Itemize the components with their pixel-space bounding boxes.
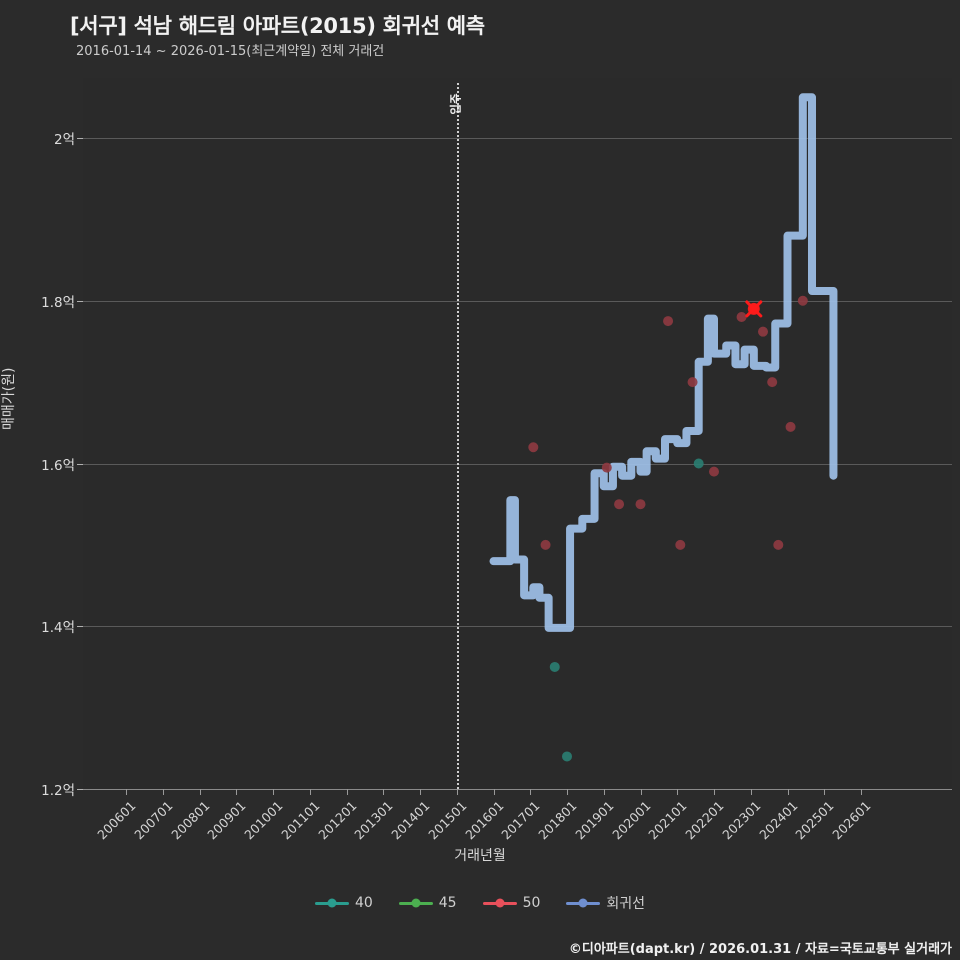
scatter-point-50	[785, 421, 796, 432]
y-tick-label: 1.4억	[41, 620, 75, 637]
scatter-point-50	[709, 466, 719, 477]
legend-label: 회귀선	[606, 896, 646, 912]
gridline	[83, 626, 952, 628]
legend-line-swatch	[398, 898, 433, 908]
x-tick-mark	[346, 789, 348, 795]
move-in-vertical-line	[456, 83, 459, 789]
scatter-point-50	[767, 377, 778, 388]
x-tick-mark	[567, 789, 568, 795]
x-tick-mark	[273, 789, 274, 795]
x-tick-mark	[861, 789, 862, 795]
x-tick-mark	[309, 789, 311, 795]
y-tick-label: 1.2억	[41, 783, 75, 799]
page-subtitle: 2016-01-14 ~ 2026-01-15(최근계약일) 전체 거래건	[76, 44, 385, 59]
y-tick-label: 2억	[53, 132, 75, 148]
y-tick-mark	[77, 300, 83, 302]
scatter-point-50	[614, 499, 625, 510]
legend-item-50[interactable]: 50	[482, 895, 541, 911]
y-tick-label: 1.8억	[41, 294, 75, 311]
x-tick-mark	[714, 789, 715, 795]
gridline	[83, 138, 952, 139]
x-tick-mark	[126, 789, 127, 795]
legend-dot-icon	[327, 898, 337, 908]
scatter-point-50	[687, 377, 698, 388]
legend-dot-icon	[411, 898, 421, 908]
scatter-point-50	[675, 539, 686, 550]
scatter-point-50	[601, 462, 612, 473]
scatter-point-50	[528, 442, 539, 453]
legend-line-swatch	[482, 898, 517, 908]
x-tick-mark	[162, 789, 164, 795]
chart-legend: 40 45 50 회귀선	[0, 893, 960, 913]
x-tick-mark	[603, 789, 605, 795]
x-tick-mark	[750, 789, 752, 795]
legend-item-40[interactable]: 40	[314, 895, 373, 911]
scatter-point-50	[758, 326, 768, 337]
y-tick-mark	[77, 789, 83, 790]
footer-credit: ©디아파트(dapt.kr) / 2026.01.31 / 자료=국토교통부 실…	[568, 942, 952, 957]
legend-item-45[interactable]: 45	[398, 895, 457, 911]
plot-area	[83, 78, 952, 789]
page-title: [서구] 석남 해드림 아파트(2015) 회귀선 예측	[70, 14, 485, 38]
x-tick-mark	[824, 789, 826, 795]
legend-dot-icon	[578, 898, 588, 908]
legend-dot-icon	[495, 898, 505, 908]
scatter-point-40	[693, 458, 704, 469]
gridline	[83, 463, 952, 465]
gridline	[83, 300, 952, 302]
x-tick-mark	[199, 789, 201, 795]
regression-line	[489, 93, 838, 632]
legend-item-회귀선[interactable]: 회귀선	[566, 893, 645, 913]
x-tick-mark	[530, 789, 532, 795]
scatter-point-50	[540, 539, 551, 550]
scatter-point-50	[736, 312, 747, 323]
scatter-point-50	[797, 295, 808, 306]
x-tick-mark	[640, 789, 642, 795]
x-tick-mark	[420, 789, 421, 795]
y-tick-label: 1.6억	[41, 457, 75, 474]
x-tick-mark	[677, 789, 679, 795]
y-tick-mark	[77, 463, 83, 465]
highlighted-transaction-marker	[745, 300, 763, 318]
x-tick-mark	[493, 789, 495, 795]
y-tick-mark	[77, 626, 83, 628]
legend-label: 40	[354, 895, 373, 911]
scatter-point-50	[773, 539, 784, 550]
x-axis-title: 거래년월	[454, 848, 506, 864]
legend-line-swatch	[314, 898, 349, 908]
scatter-point-40	[562, 751, 572, 762]
scatter-point-50	[635, 499, 646, 510]
legend-label: 45	[438, 895, 457, 911]
scatter-point-50	[663, 316, 674, 327]
x-axis-line	[83, 789, 952, 790]
scatter-point-40	[549, 661, 560, 672]
x-tick-mark	[456, 789, 458, 795]
x-tick-mark	[236, 789, 238, 795]
y-tick-mark	[77, 138, 83, 139]
move-in-label: 입주	[448, 93, 463, 115]
x-tick-mark	[787, 789, 789, 795]
x-tick-mark	[383, 789, 385, 795]
legend-label: 50	[522, 895, 541, 911]
legend-line-swatch	[566, 898, 601, 908]
